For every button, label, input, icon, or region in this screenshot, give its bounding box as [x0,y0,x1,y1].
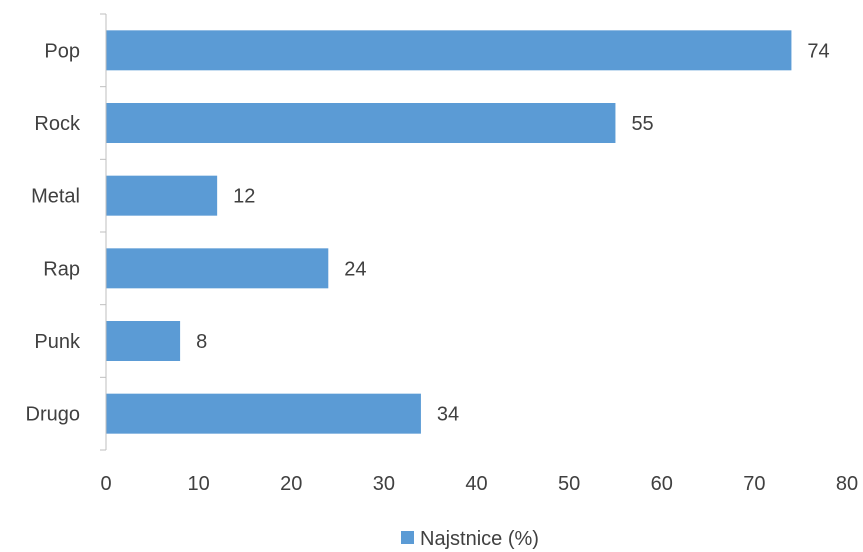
bars-group [106,30,792,434]
x-tick-labels: 0 10 20 30 40 50 60 70 80 [100,473,858,495]
category-label-pop: Pop [44,40,80,62]
bar-rap [106,248,329,289]
category-label-rock: Rock [34,113,81,135]
category-label-drugo: Drugo [26,404,80,426]
data-label-drugo: 34 [437,404,459,426]
data-label-rock: 55 [631,113,653,135]
bar-punk [106,321,181,361]
legend-swatch [401,531,414,544]
data-label-rap: 24 [344,258,366,280]
x-tick-label: 20 [280,473,302,495]
x-tick-label: 30 [373,473,395,495]
data-label-pop: 74 [807,40,829,62]
legend: Najstnice (%) [401,528,539,550]
x-tick-label: 40 [465,473,487,495]
x-tick-label: 50 [558,473,580,495]
category-label-metal: Metal [31,186,80,208]
bar-pop [106,30,792,71]
category-label-rap: Rap [43,258,80,280]
data-label-punk: 8 [196,331,207,353]
category-labels: Pop Rock Metal Rap Punk Drugo [26,40,81,425]
bar-rock [106,103,616,143]
bar-drugo [106,393,421,434]
axes-group [100,13,107,451]
bar-metal [106,175,218,216]
data-labels: 74 55 12 24 8 34 [196,40,830,425]
x-tick-label: 70 [743,473,765,495]
category-label-punk: Punk [34,331,81,353]
data-label-metal: 12 [233,186,255,208]
legend-label: Najstnice (%) [420,528,539,550]
x-tick-label: 80 [836,473,858,495]
x-tick-label: 10 [188,473,210,495]
x-tick-label: 0 [100,473,111,495]
x-tick-label: 60 [651,473,673,495]
